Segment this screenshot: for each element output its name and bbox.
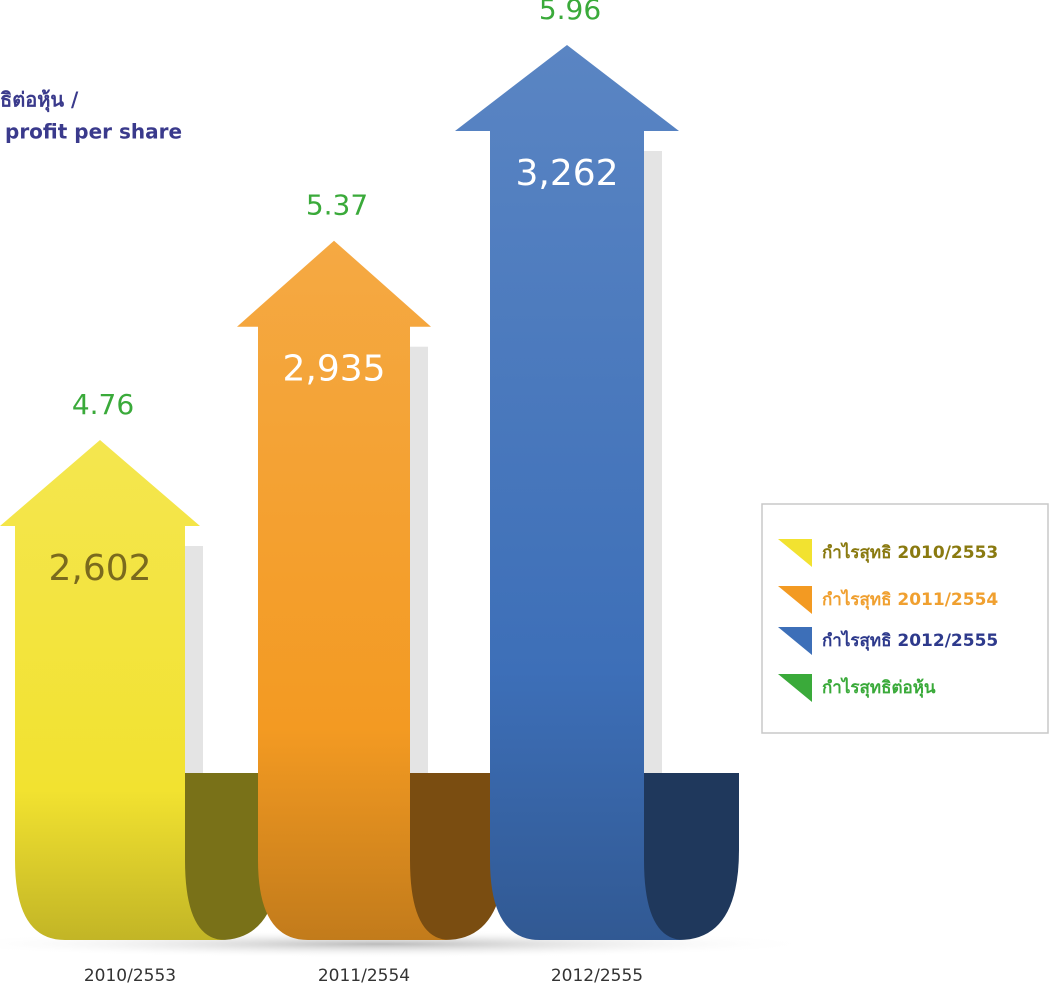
arrow-bar	[237, 240, 450, 941]
legend-label: กำไรสุทธิ 2010/2553	[822, 542, 998, 563]
value-label: 2,935	[282, 349, 385, 390]
arrow-bar	[0, 440, 225, 940]
eps-label: 4.76	[72, 388, 134, 421]
legend-label: กำไรสุทธิ 2012/2555	[822, 630, 998, 651]
legend-swatch	[778, 674, 812, 702]
chart-title: profit per share	[5, 120, 182, 144]
legend-swatch	[778, 627, 812, 655]
arrow-curl	[185, 773, 280, 940]
arrow-shadow	[644, 151, 662, 773]
eps-label: 5.96	[539, 0, 601, 26]
arrow-shadow	[185, 546, 203, 773]
legend-label: กำไรสุทธิต่อหุ้น	[822, 677, 936, 698]
value-label: 2,602	[48, 548, 151, 589]
x-tick-label: 2010/2553	[84, 966, 176, 986]
legend: กำไรสุทธิ 2010/2553 กำไรสุทธิ 2011/2554 กำ…	[778, 539, 998, 702]
chart-title: ธิต่อหุ้น /	[0, 88, 79, 113]
arrow-shadow	[410, 346, 428, 773]
arrow-curl	[644, 773, 739, 940]
arrows: 2,602 4.76 2010/2553 2,935 5.37 2011/2554 3,26…	[0, 0, 739, 986]
x-tick-label: 2012/2555	[551, 966, 643, 986]
arrow-curl	[410, 773, 505, 940]
legend-box	[761, 503, 1049, 734]
legend-swatch	[778, 586, 812, 614]
value-label: 3,262	[515, 153, 618, 194]
legend-label: กำไรสุทธิ 2011/2554	[822, 589, 998, 610]
eps-label: 5.37	[306, 189, 368, 222]
x-tick-label: 2011/2554	[318, 966, 410, 986]
arrow-bar	[455, 45, 684, 940]
legend-swatch	[778, 539, 812, 567]
